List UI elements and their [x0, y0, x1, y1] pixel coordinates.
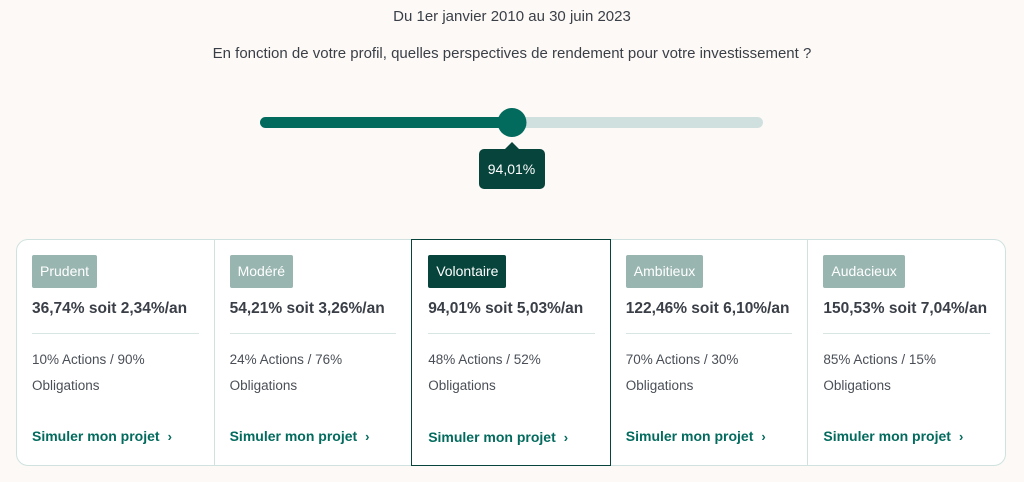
period-text: Du 1er janvier 2010 au 30 juin 2023 — [393, 8, 631, 25]
profile-card-prudent[interactable]: Prudent 36,74% soit 2,34%/an 10% Actions… — [17, 240, 215, 465]
profile-allocation: 10% Actions / 90% Obligations — [32, 347, 199, 399]
simulate-project-label: Simuler mon projet — [428, 429, 556, 445]
profile-card-volontaire[interactable]: Volontaire 94,01% soit 5,03%/an 48% Acti… — [411, 239, 611, 466]
profile-allocation: 48% Actions / 52% Obligations — [428, 347, 595, 399]
chevron-right-icon: › — [563, 430, 569, 445]
profile-cards: Prudent 36,74% soit 2,34%/an 10% Actions… — [16, 239, 1006, 466]
profile-allocation: 85% Actions / 15% Obligations — [823, 347, 990, 399]
profile-badge: Modéré — [229, 255, 294, 288]
profile-allocation: 24% Actions / 76% Obligations — [230, 347, 397, 399]
profile-badge: Ambitieux — [625, 255, 704, 288]
simulate-project-label: Simuler mon projet — [823, 428, 951, 444]
simulate-project-label: Simuler mon projet — [229, 428, 358, 444]
simulate-project-label: Simuler mon projet — [625, 428, 754, 444]
profile-yield: 150,53% soit 7,04%/an — [823, 300, 988, 317]
profile-question: En fonction de votre profil, quelles per… — [212, 45, 812, 62]
chevron-right-icon: › — [761, 429, 766, 444]
slider-thumb[interactable] — [497, 108, 526, 137]
allocation-line: Obligations — [625, 378, 694, 393]
profile-card-modere[interactable]: Modéré 54,21% soit 3,26%/an 24% Actions … — [215, 240, 413, 465]
profile-badge: Volontaire — [428, 255, 507, 288]
allocation-line: Obligations — [229, 378, 298, 393]
slider-fill — [260, 117, 512, 128]
profile-card-ambitieux[interactable]: Ambitieux 122,46% soit 6,10%/an 70% Acti… — [611, 240, 809, 465]
divider — [229, 333, 397, 334]
divider — [625, 333, 793, 334]
chevron-right-icon: › — [365, 429, 370, 444]
profile-yield: 36,74% soit 2,34%/an — [32, 300, 188, 317]
profile-badge: Prudent — [32, 255, 98, 288]
risk-slider[interactable]: 94,01% — [260, 108, 763, 189]
allocation-line: 70% Actions / 30% — [625, 352, 739, 367]
profile-badge: Audacieux — [823, 255, 905, 288]
slider-value-tooltip: 94,01% — [478, 142, 545, 189]
profile-allocation: 70% Actions / 30% Obligations — [626, 347, 793, 399]
simulate-project-link[interactable]: Simuler mon projet › — [823, 428, 963, 444]
divider — [428, 333, 595, 334]
allocation-line: 10% Actions / 90% — [32, 352, 145, 367]
simulate-project-link[interactable]: Simuler mon projet › — [32, 428, 172, 444]
chevron-right-icon: › — [958, 429, 964, 444]
profile-yield: 94,01% soit 5,03%/an — [428, 300, 584, 317]
profile-yield: 54,21% soit 3,26%/an — [229, 300, 385, 317]
allocation-line: Obligations — [823, 378, 891, 393]
divider — [32, 333, 199, 334]
divider — [823, 333, 990, 334]
chevron-right-icon: › — [167, 429, 172, 444]
simulate-project-link[interactable]: Simuler mon projet › — [428, 429, 568, 445]
simulate-project-link[interactable]: Simuler mon projet › — [230, 428, 370, 444]
profile-yield: 122,46% soit 6,10%/an — [625, 300, 790, 317]
allocation-line: 24% Actions / 76% — [229, 352, 343, 367]
allocation-line: 85% Actions / 15% — [823, 352, 936, 367]
simulate-project-label: Simuler mon projet — [32, 428, 160, 444]
allocation-line: 48% Actions / 52% — [428, 352, 541, 367]
profile-card-audacieux[interactable]: Audacieux 150,53% soit 7,04%/an 85% Acti… — [808, 240, 1005, 465]
allocation-line: Obligations — [32, 378, 100, 393]
simulate-project-link[interactable]: Simuler mon projet › — [626, 428, 766, 444]
allocation-line: Obligations — [428, 378, 496, 393]
